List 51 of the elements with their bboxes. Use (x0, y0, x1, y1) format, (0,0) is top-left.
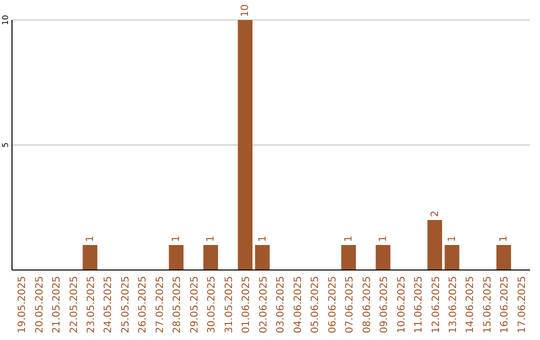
bar (376, 245, 390, 270)
bar (341, 245, 356, 270)
x-tick-label: 14.06.2025 (465, 276, 476, 334)
x-tick-label: 25.05.2025 (120, 276, 132, 334)
x-tick-label: 02.06.2025 (258, 276, 270, 334)
data-label: 1 (447, 236, 458, 242)
x-tick-label: 04.06.2025 (292, 276, 304, 334)
x-tick-label: 15.06.2025 (482, 276, 494, 334)
bar (255, 245, 270, 270)
x-tick-label: 29.05.2025 (189, 276, 200, 334)
x-tick-label: 16.06.2025 (500, 276, 511, 334)
bar (444, 245, 460, 270)
x-tick-label: 22.05.2025 (68, 276, 80, 334)
x-tick-label: 06.06.2025 (327, 276, 338, 334)
bar (168, 245, 184, 270)
data-label: 1 (378, 236, 390, 242)
x-tick-label: 31.05.2025 (224, 276, 235, 334)
data-label: 1 (344, 236, 355, 242)
x-tick-label: 30.05.2025 (206, 276, 218, 334)
bar (496, 245, 512, 270)
x-tick-label: 23.05.2025 (86, 276, 97, 334)
data-label: 2 (430, 210, 441, 217)
x-tick-label: 08.06.2025 (362, 276, 373, 334)
data-label: 1 (257, 236, 268, 242)
bar (427, 220, 442, 270)
x-tick-label: 13.06.2025 (448, 276, 459, 334)
data-label: 1 (85, 236, 96, 242)
x-tick-label: 19.05.2025 (17, 276, 28, 334)
data-label: 1 (206, 236, 217, 242)
x-tick-label: 17.06.2025 (516, 276, 528, 334)
x-tick-label: 05.06.2025 (310, 276, 322, 334)
x-tick-label: 10.06.2025 (396, 276, 408, 334)
x-tick-label: 03.06.2025 (276, 276, 287, 334)
bar (82, 245, 98, 270)
x-tick-label: 21.05.2025 (52, 276, 63, 334)
x-tick-label: 11.06.2025 (414, 276, 425, 334)
x-tick-label: 20.05.2025 (34, 276, 46, 334)
x-tick-label: 09.06.2025 (379, 276, 390, 334)
y-tick-label: 5 (1, 142, 10, 148)
x-tick-label: 28.05.2025 (172, 276, 184, 334)
x-tick-label: 27.05.2025 (154, 276, 166, 334)
data-label: 1 (171, 236, 182, 242)
x-tick-label: 12.06.2025 (430, 276, 442, 334)
x-tick-label: 01.06.2025 (241, 276, 252, 334)
data-label: 10 (240, 4, 252, 17)
x-tick-label: 26.05.2025 (138, 276, 149, 334)
x-tick-label: 07.06.2025 (344, 276, 356, 334)
x-tick-label: 24.05.2025 (103, 276, 114, 334)
data-label: 1 (498, 236, 510, 242)
bar (203, 245, 218, 270)
bar (238, 20, 252, 270)
